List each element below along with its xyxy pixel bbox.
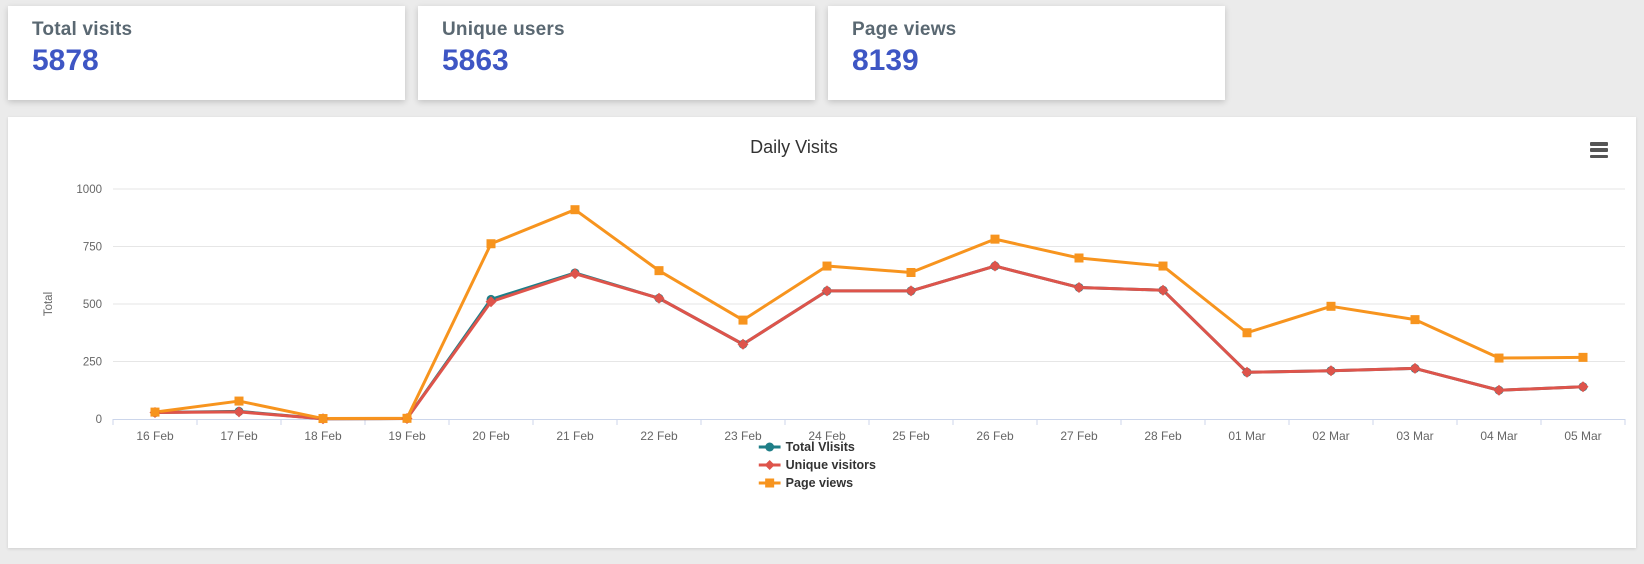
legend-marker-diamond-icon (758, 459, 781, 470)
stat-card-page-views: Page views 8139 (828, 6, 1225, 100)
svg-text:05 Mar: 05 Mar (1564, 429, 1601, 443)
stat-cards-row: Total visits 5878 Unique users 5863 Page… (8, 6, 1225, 100)
legend-label: Total Vlisits (785, 439, 855, 454)
svg-text:20 Feb: 20 Feb (472, 429, 510, 443)
svg-text:1000: 1000 (76, 184, 102, 196)
svg-text:21 Feb: 21 Feb (556, 429, 594, 443)
legend-item-total-visits[interactable]: Total Vlisits (758, 438, 855, 455)
svg-text:18 Feb: 18 Feb (304, 429, 342, 443)
svg-text:500: 500 (83, 299, 102, 311)
svg-text:750: 750 (83, 242, 102, 254)
svg-text:28 Feb: 28 Feb (1144, 429, 1182, 443)
svg-text:16 Feb: 16 Feb (136, 429, 174, 443)
svg-text:27 Feb: 27 Feb (1060, 429, 1098, 443)
legend-marker-square-icon (758, 478, 781, 487)
svg-text:04 Mar: 04 Mar (1480, 429, 1517, 443)
svg-text:26 Feb: 26 Feb (976, 429, 1014, 443)
stat-card-title: Unique users (442, 19, 565, 40)
svg-text:03 Mar: 03 Mar (1396, 429, 1433, 443)
svg-text:17 Feb: 17 Feb (220, 429, 258, 443)
stat-card-value: 5878 (32, 44, 99, 77)
legend-label: Unique visitors (785, 457, 876, 472)
svg-text:25 Feb: 25 Feb (892, 429, 930, 443)
svg-text:02 Mar: 02 Mar (1312, 429, 1349, 443)
chart-title: Daily Visits (750, 137, 838, 157)
daily-visits-chart-card: 0 250 500 750 1000 16 Feb 17 Feb 18 Feb 19 Feb 20… (8, 117, 1636, 548)
legend-item-unique-visitors[interactable]: Unique visitors (758, 456, 876, 473)
legend-item-page-views[interactable]: Page views (758, 474, 854, 491)
stat-card-total-visits: Total visits 5878 (8, 6, 405, 100)
daily-visits-line-chart[interactable]: 0 250 500 750 1000 16 Feb 17 Feb 18 Feb 19 Feb 20… (8, 117, 1636, 548)
legend-label: Page views (785, 475, 854, 490)
svg-text:250: 250 (83, 357, 102, 369)
svg-text:0: 0 (96, 414, 102, 426)
svg-text:23 Feb: 23 Feb (724, 429, 762, 443)
svg-text:24 Feb: 24 Feb (808, 429, 846, 443)
chart-legend: Total Vlisits Unique visitors Page views (758, 438, 876, 491)
hamburger-menu-icon[interactable] (1590, 142, 1610, 158)
stat-card-title: Total visits (32, 19, 133, 40)
svg-text:19 Feb: 19 Feb (388, 429, 426, 443)
svg-text:22 Feb: 22 Feb (640, 429, 678, 443)
stat-card-value: 8139 (852, 44, 919, 77)
stat-card-unique-users: Unique users 5863 (418, 6, 815, 100)
legend-marker-circle-icon (758, 442, 781, 451)
stat-card-title: Page views (852, 19, 957, 40)
svg-text:Total: Total (43, 292, 55, 316)
stat-card-value: 5863 (442, 44, 509, 77)
svg-text:01 Mar: 01 Mar (1228, 429, 1265, 443)
